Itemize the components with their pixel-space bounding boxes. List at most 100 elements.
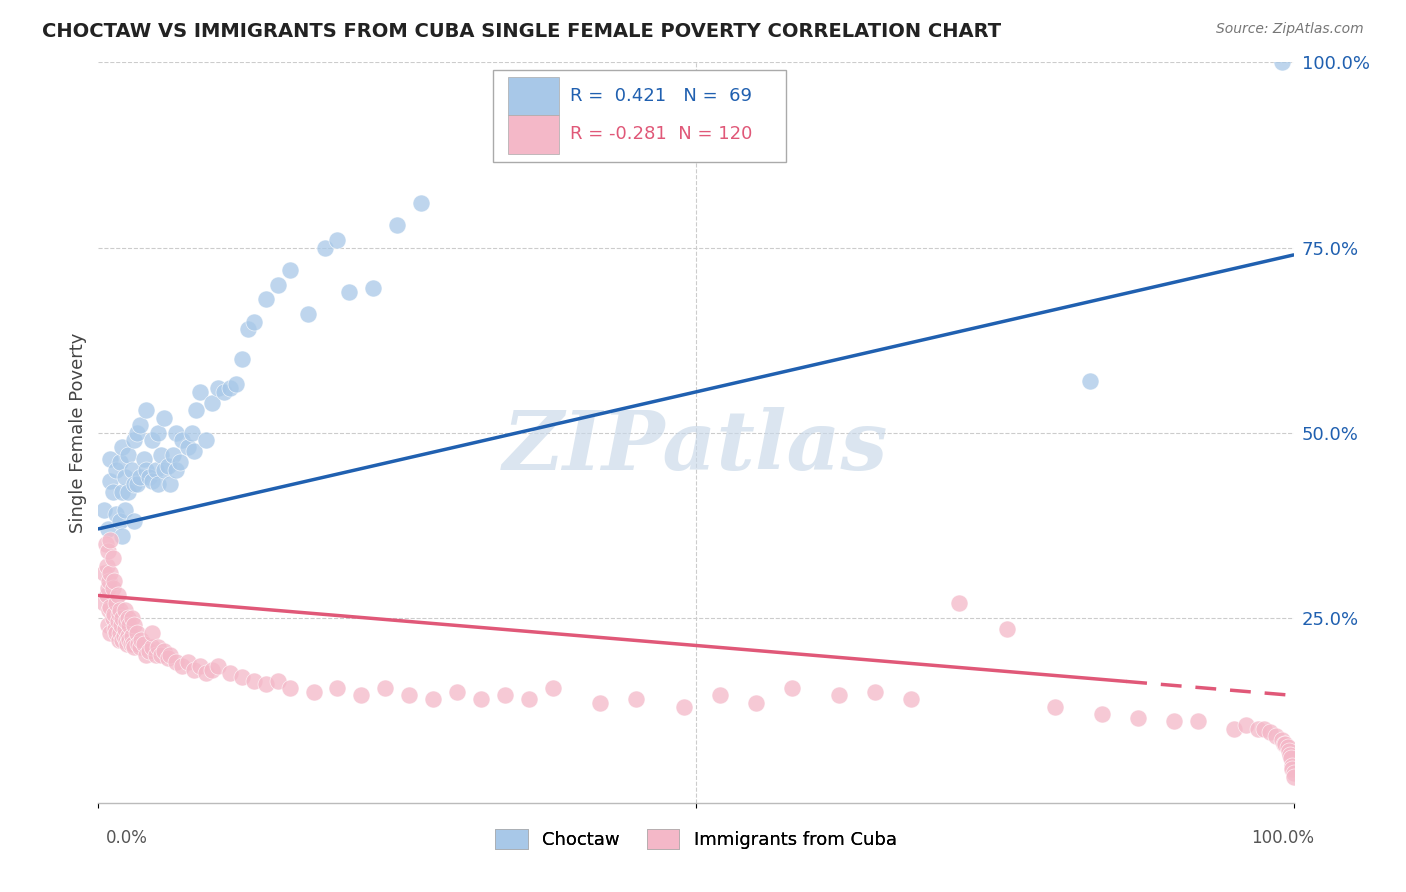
Text: CHOCTAW VS IMMIGRANTS FROM CUBA SINGLE FEMALE POVERTY CORRELATION CHART: CHOCTAW VS IMMIGRANTS FROM CUBA SINGLE F…: [42, 22, 1001, 41]
Point: [1278, 744, 1301, 758]
Point: [1277, 740, 1299, 755]
Point: [103, 607, 125, 621]
Point: [117, 448, 139, 462]
Point: [948, 596, 970, 610]
Legend: Choctaw, Immigrants from Cuba: Choctaw, Immigrants from Cuba: [488, 822, 904, 856]
Point: [1223, 722, 1246, 736]
Point: [201, 663, 224, 677]
Point: [177, 655, 200, 669]
Point: [374, 681, 396, 695]
Point: [121, 629, 143, 643]
Y-axis label: Single Female Poverty: Single Female Poverty: [69, 333, 87, 533]
Point: [114, 470, 136, 484]
Point: [129, 470, 152, 484]
Point: [188, 658, 211, 673]
Point: [1282, 770, 1305, 784]
Point: [1279, 751, 1302, 765]
Point: [1091, 706, 1114, 721]
Point: [118, 632, 141, 647]
Point: [350, 689, 373, 703]
Point: [153, 462, 176, 476]
Point: [156, 458, 179, 473]
Point: [107, 607, 129, 621]
Point: [589, 696, 612, 710]
Point: [98, 599, 122, 614]
Point: [188, 384, 211, 399]
Point: [165, 462, 187, 476]
Point: [1274, 737, 1296, 751]
Point: [97, 581, 120, 595]
Point: [254, 293, 277, 307]
Point: [124, 640, 146, 655]
Point: [115, 615, 138, 629]
Point: [111, 529, 134, 543]
Point: [745, 696, 768, 710]
Point: [93, 566, 115, 581]
Point: [1253, 722, 1275, 736]
Point: [1278, 747, 1301, 762]
Point: [278, 681, 301, 695]
Point: [129, 418, 152, 433]
Point: [98, 474, 122, 488]
Point: [1234, 718, 1257, 732]
Point: [267, 277, 290, 292]
Point: [132, 637, 155, 651]
Point: [96, 589, 118, 603]
Point: [135, 648, 157, 662]
Point: [141, 474, 163, 488]
Point: [159, 477, 181, 491]
Point: [207, 381, 229, 395]
Point: [97, 544, 120, 558]
Point: [339, 285, 361, 299]
Point: [148, 640, 170, 655]
Point: [108, 455, 131, 469]
Point: [219, 381, 242, 395]
Point: [1282, 766, 1305, 780]
Point: [148, 425, 170, 440]
Point: [105, 507, 128, 521]
Point: [673, 699, 696, 714]
Point: [138, 644, 160, 658]
Point: [117, 629, 139, 643]
Point: [302, 685, 325, 699]
Point: [1163, 714, 1185, 729]
Point: [243, 314, 266, 328]
Point: [125, 425, 148, 440]
Point: [1080, 374, 1102, 388]
Point: [422, 692, 444, 706]
Point: [127, 637, 149, 651]
Point: [156, 651, 179, 665]
Point: [183, 663, 205, 677]
Text: R =  0.421   N =  69: R = 0.421 N = 69: [571, 87, 752, 104]
Text: ZIPatlas: ZIPatlas: [503, 408, 889, 487]
Point: [101, 610, 124, 624]
Point: [169, 455, 191, 469]
Point: [145, 648, 167, 662]
Point: [135, 462, 157, 476]
Point: [1271, 732, 1294, 747]
Point: [900, 692, 922, 706]
Point: [98, 603, 121, 617]
Point: [98, 625, 122, 640]
Point: [865, 685, 887, 699]
Point: [108, 625, 131, 640]
Point: [105, 462, 128, 476]
Point: [517, 692, 540, 706]
Point: [267, 673, 290, 688]
Point: [148, 477, 170, 491]
Point: [98, 533, 122, 547]
Point: [111, 632, 134, 647]
Point: [180, 425, 202, 440]
Point: [141, 640, 163, 655]
Point: [111, 484, 134, 499]
Point: [125, 625, 148, 640]
Point: [108, 603, 131, 617]
Point: [97, 522, 120, 536]
Point: [385, 219, 409, 233]
Point: [363, 281, 385, 295]
Point: [111, 441, 134, 455]
Point: [828, 689, 851, 703]
Point: [104, 622, 127, 636]
Point: [115, 637, 138, 651]
Point: [149, 648, 172, 662]
